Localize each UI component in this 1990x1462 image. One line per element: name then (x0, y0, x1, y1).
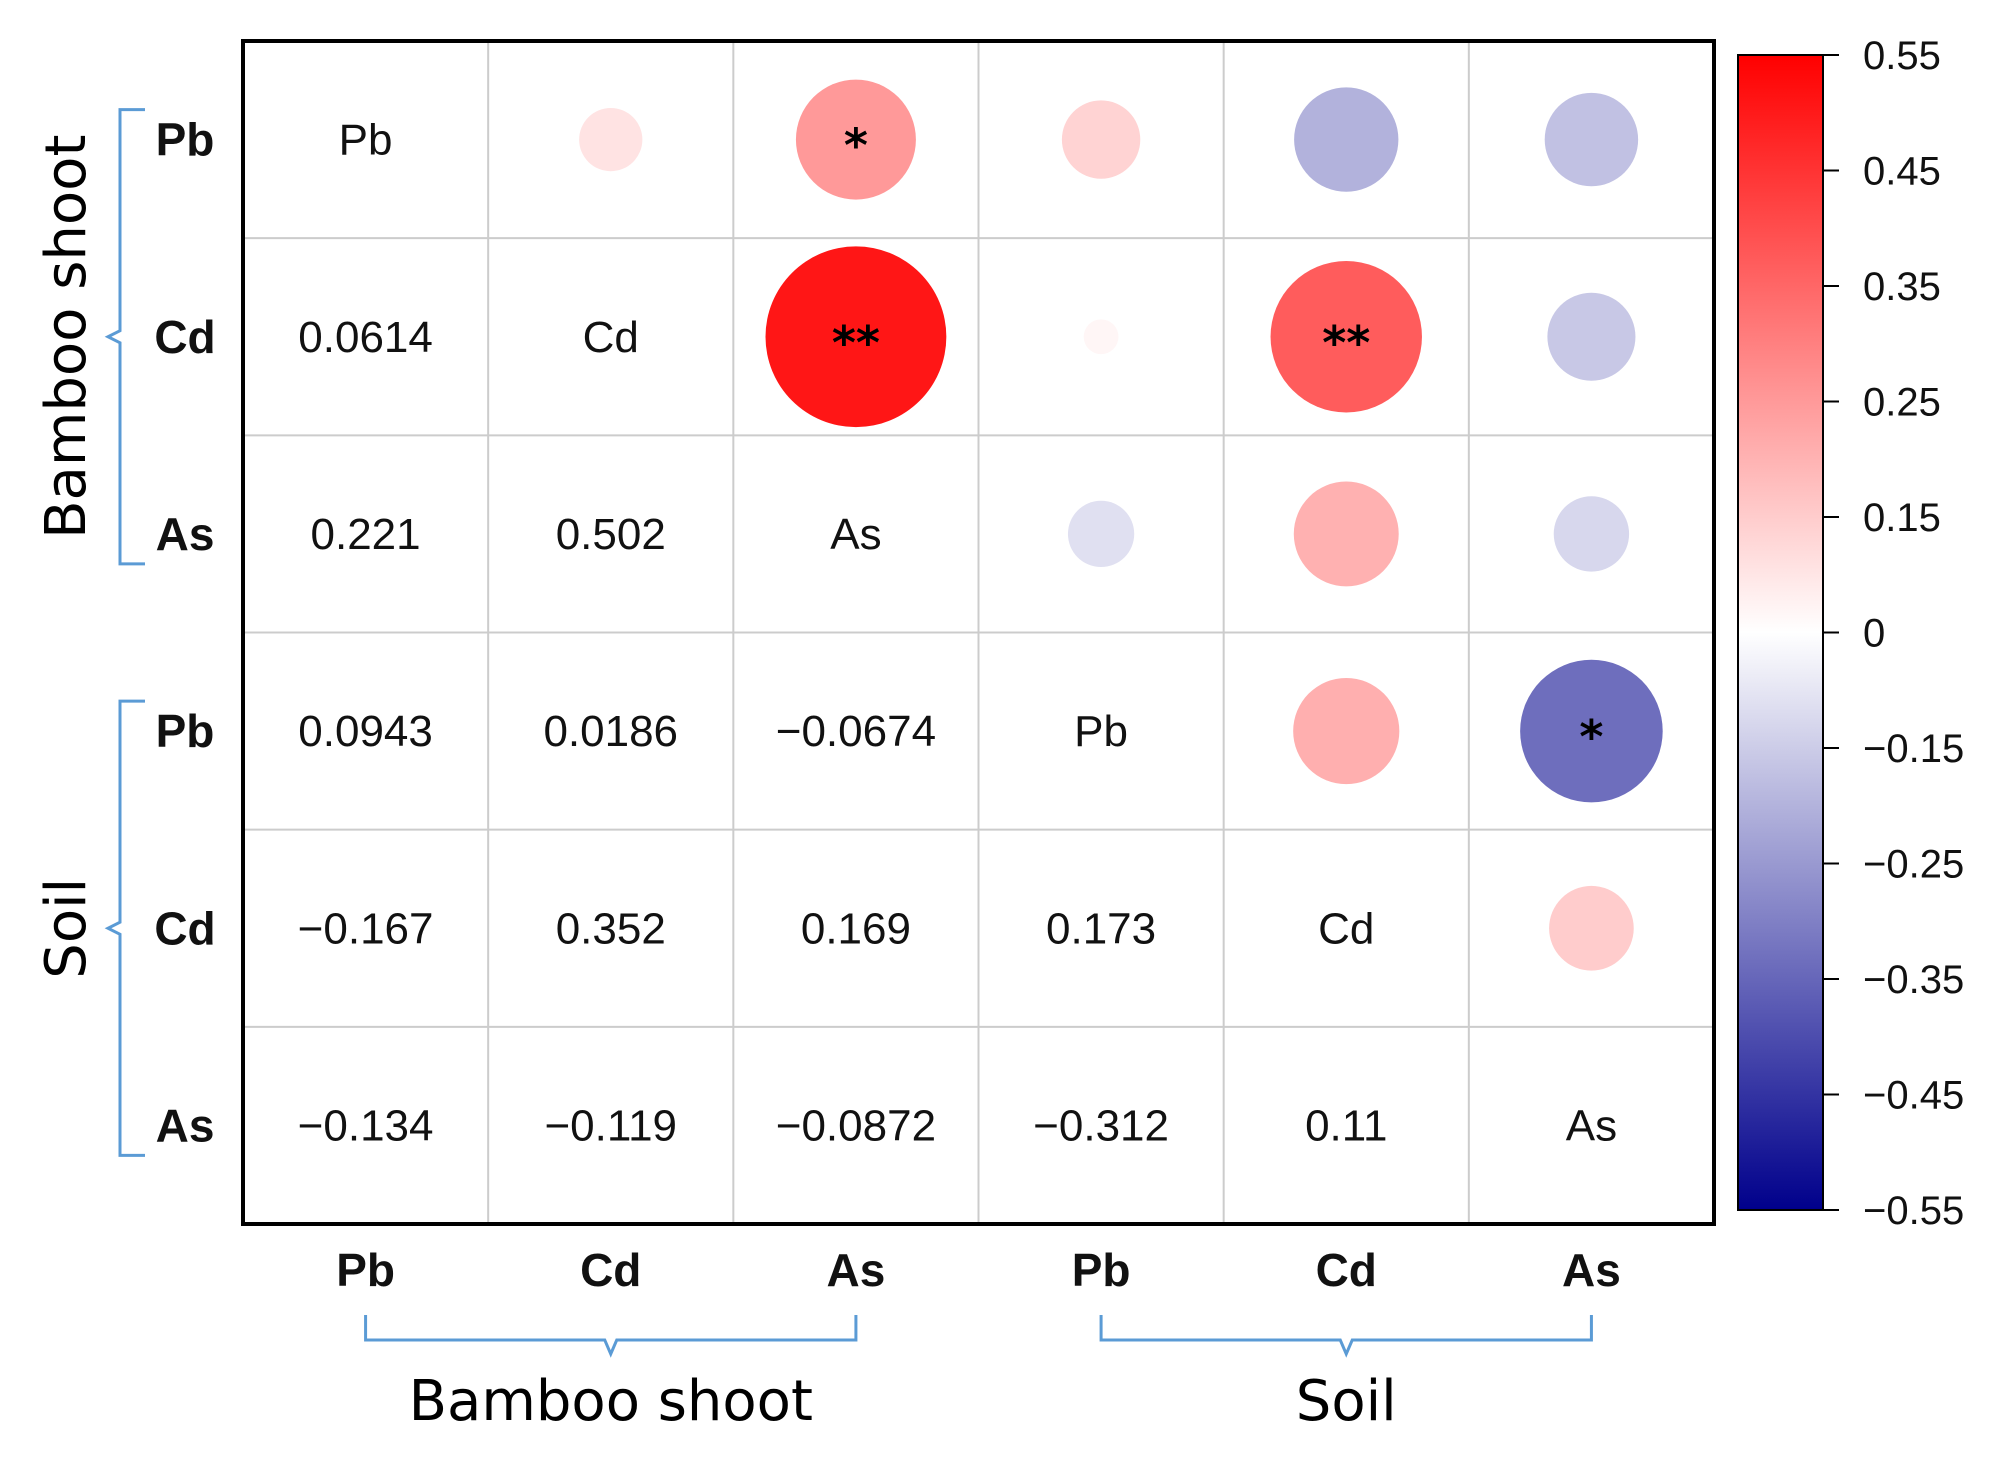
diagonal-label: Cd (583, 313, 639, 362)
column-label: As (827, 1244, 886, 1296)
correlation-circle (1270, 261, 1422, 413)
diagonal-label: Pb (339, 116, 393, 165)
diagonal-label: As (830, 510, 881, 559)
row-label: Pb (156, 114, 215, 166)
correlation-circle (1083, 319, 1119, 355)
column-label: Pb (1072, 1244, 1131, 1296)
colorbar-tick-label: 0.45 (1863, 150, 1941, 194)
correlation-circle (1067, 500, 1135, 568)
axis-layer: Pb Pb Cd Cd As As Pb Pb Cd Cd As As (154, 114, 1620, 1296)
correlation-circle (579, 107, 643, 172)
correlation-value-text: −0.0872 (776, 1101, 936, 1150)
correlation-value-text: −0.167 (298, 904, 434, 953)
correlation-value-text: 0.0186 (543, 707, 678, 756)
correlation-circle (1293, 678, 1400, 785)
column-group-bracket (1099, 1315, 1593, 1358)
bracket-layer: Bamboo shoot Bamboo shoot Soil Soil (34, 108, 1593, 1434)
colorbar-tick-label: −0.15 (1863, 727, 1964, 771)
colorbar-tick-label: 0.55 (1863, 34, 1941, 78)
colorbar-tick-label: 0.35 (1863, 265, 1941, 309)
diagonal-label: Cd (1318, 904, 1374, 953)
correlation-circle (1293, 481, 1399, 587)
correlation-circle (1549, 885, 1634, 971)
correlation-value-text: 0.502 (556, 510, 666, 559)
row-label: Pb (156, 705, 215, 757)
correlation-value-text: −0.134 (298, 1101, 434, 1150)
correlation-circle (795, 79, 916, 200)
colorbar-tick-label: −0.45 (1863, 1074, 1964, 1118)
row-group-bracket (104, 108, 145, 566)
column-label: Cd (580, 1244, 641, 1296)
correlation-circle (1520, 659, 1663, 803)
colorbar: 0.55 0.45 0.35 0.25 0.15 0 −0.15 −0.25 −0.35 −0.4… (1737, 34, 1964, 1233)
correlation-circle (1553, 496, 1630, 572)
diagonal-label: As (1566, 1101, 1617, 1150)
correlation-value-text: 0.0614 (298, 313, 433, 362)
colorbar-tick-label: −0.25 (1863, 843, 1964, 887)
row-group-bracket (104, 699, 145, 1157)
correlation-value-text: 0.169 (801, 904, 911, 953)
colorbar-tick-label: −0.55 (1863, 1189, 1964, 1233)
row-label: As (156, 508, 215, 560)
significance-marker: ** (1322, 316, 1370, 370)
correlation-value-text: −0.0674 (776, 707, 936, 756)
colorbar-tick-label: 0.15 (1863, 496, 1941, 540)
row-group-label: Bamboo shoot (34, 135, 99, 539)
correlation-value-text: 0.0943 (298, 707, 433, 756)
column-label: Cd (1316, 1244, 1377, 1296)
correlation-circle (1294, 87, 1399, 192)
correlation-value-text: 0.11 (1305, 1101, 1387, 1150)
significance-marker: * (1579, 710, 1603, 764)
colorbar-tick-label: 0.25 (1863, 381, 1941, 425)
row-label: Cd (154, 311, 215, 363)
correlation-circle (1061, 100, 1141, 179)
column-group-bracket (364, 1315, 858, 1358)
row-group-label: Soil (34, 878, 99, 979)
correlation-circle (1547, 292, 1636, 381)
row-label: Cd (154, 902, 215, 954)
colorbar-tick-label: −0.35 (1863, 958, 1964, 1002)
correlation-value-text: 0.221 (311, 510, 421, 559)
column-label: As (1562, 1244, 1621, 1296)
column-label: Pb (336, 1244, 395, 1296)
grid-layer (243, 41, 1714, 1224)
column-group-label: Soil (1296, 1369, 1397, 1434)
row-label: As (156, 1099, 215, 1151)
correlation-value-text: 0.352 (556, 904, 666, 953)
colorbar-tick-label: 0 (1863, 612, 1885, 656)
diagonal-label: Pb (1074, 707, 1128, 756)
correlation-circle (1544, 92, 1639, 187)
plot-border (241, 39, 1716, 1226)
significance-marker: * (844, 119, 868, 173)
correlation-value-text: −0.119 (544, 1101, 677, 1150)
correlation-value-text: −0.312 (1033, 1101, 1169, 1150)
colorbar-gradient (1737, 54, 1824, 1211)
correlation-circle (765, 246, 947, 428)
correlation-value-text: 0.173 (1046, 904, 1156, 953)
column-group-label: Bamboo shoot (409, 1369, 813, 1434)
cells-layer: Pb Cd As Pb Cd As 0.0614 0.221 0.502 0.0943 0.0186… (298, 79, 1663, 1150)
significance-marker: ** (832, 316, 880, 370)
